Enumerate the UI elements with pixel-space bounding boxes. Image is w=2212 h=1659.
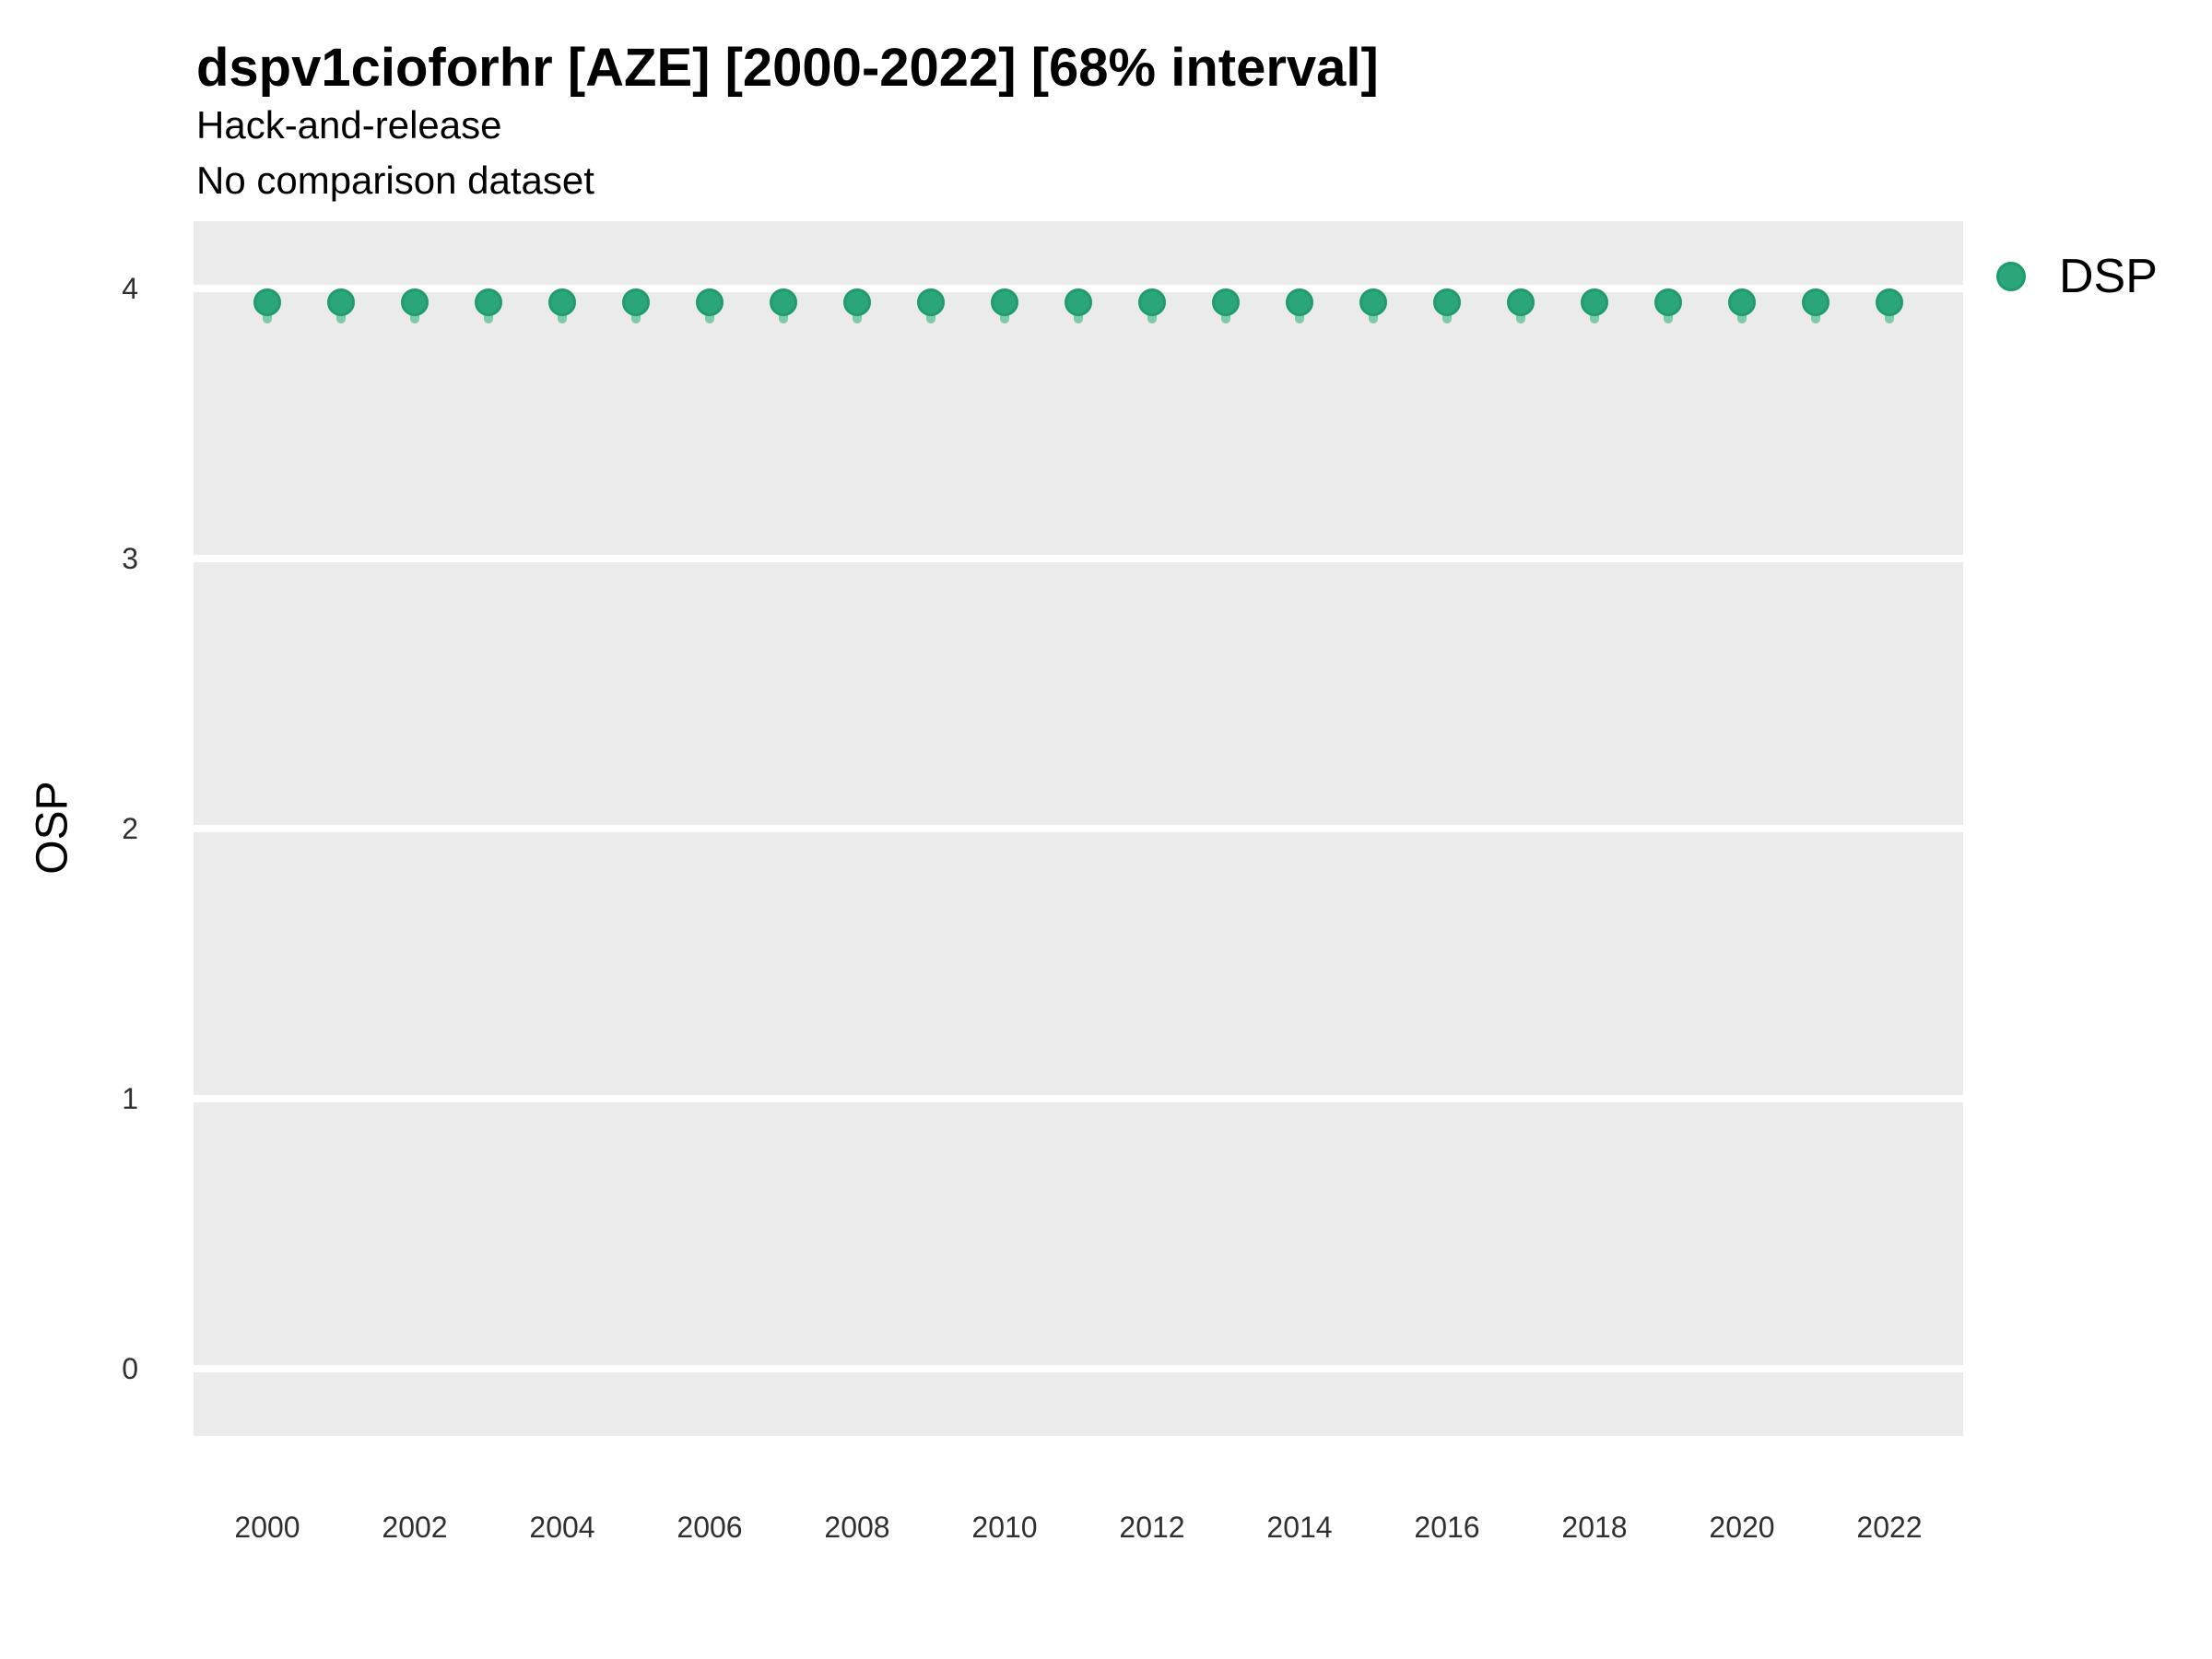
grid-line-y-3 [194,555,1963,563]
y-tick-label-3: 3 [122,542,138,576]
data-point-2009 [917,288,945,316]
x-tick-label-2020: 2020 [1709,1511,1775,1544]
x-tick-label-2004: 2004 [529,1511,595,1544]
x-tick-label-2006: 2006 [677,1511,743,1544]
data-point-2020 [1728,288,1756,316]
x-tick-label-2016: 2016 [1414,1511,1480,1544]
data-point-2005 [622,288,650,316]
x-tick-label-2022: 2022 [1856,1511,1923,1544]
grid-line-y-2 [194,825,1963,832]
data-point-2003 [475,288,502,316]
legend-marker-icon [1996,262,2026,291]
x-tick-label-2002: 2002 [382,1511,448,1544]
grid-line-y-0 [194,1364,1963,1372]
chart-note: No comparison dataset [196,159,594,202]
data-point-2004 [548,288,576,316]
data-point-2012 [1138,288,1166,316]
y-tick-label-0: 0 [122,1351,138,1385]
data-point-2016 [1433,288,1461,316]
data-point-2002 [401,288,429,316]
data-point-2010 [991,288,1018,316]
data-point-2022 [1876,288,1903,316]
x-tick-label-2014: 2014 [1266,1511,1333,1544]
y-tick-label-4: 4 [122,272,138,306]
x-tick-label-2018: 2018 [1561,1511,1628,1544]
data-point-2019 [1654,288,1682,316]
data-point-2008 [843,288,871,316]
x-tick-label-2000: 2000 [234,1511,300,1544]
x-tick-label-2012: 2012 [1119,1511,1185,1544]
chart-subtitle: Hack-and-release [196,103,502,147]
x-tick-label-2010: 2010 [971,1511,1038,1544]
chart-title: dspv1cioforhr [AZE] [2000-2022] [68% int… [196,38,1379,98]
data-point-2018 [1581,288,1608,316]
y-tick-label-1: 1 [122,1081,138,1115]
data-point-2021 [1802,288,1830,316]
data-point-2006 [696,288,724,316]
data-point-2013 [1212,288,1240,316]
data-point-2000 [253,288,281,316]
data-point-2014 [1286,288,1313,316]
plot-panel [194,221,1963,1436]
grid-line-y-1 [194,1094,1963,1102]
data-point-2001 [327,288,355,316]
data-point-2007 [770,288,797,316]
data-point-2011 [1065,288,1092,316]
data-point-2015 [1359,288,1387,316]
data-point-2017 [1507,288,1535,316]
x-tick-label-2008: 2008 [824,1511,890,1544]
y-tick-label-2: 2 [122,812,138,845]
legend-item-label: DSP [2059,250,2158,303]
